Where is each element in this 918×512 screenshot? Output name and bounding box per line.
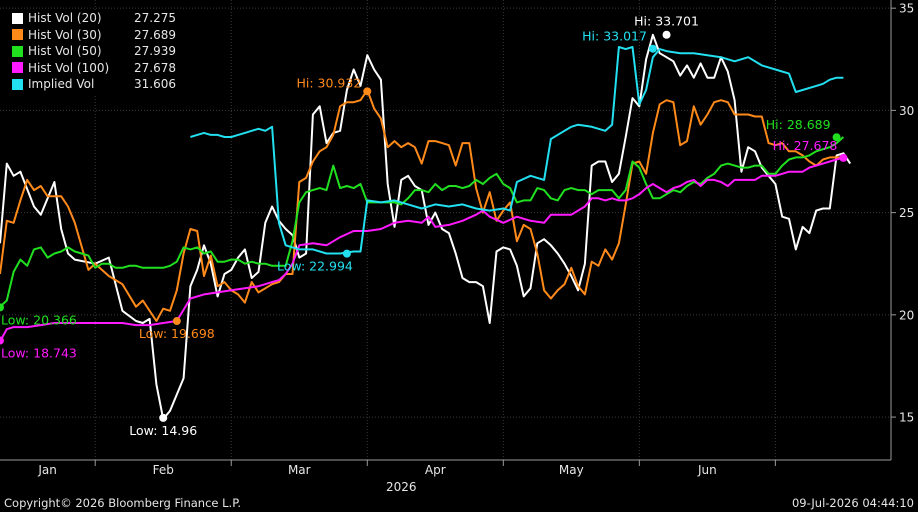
x-tick-label: May [559, 463, 584, 477]
legend-item: Hist Vol (50) 27.939 [12, 43, 176, 60]
legend-series-name: Hist Vol (50) [28, 44, 102, 58]
legend-swatch [12, 45, 23, 57]
x-tick-label: Jan [37, 463, 57, 477]
annotation-label: Hi: 33.701 [634, 14, 699, 29]
annotation-marker [0, 303, 4, 312]
y-tick-label: 15 [899, 411, 914, 425]
legend-series-value: 27.275 [134, 11, 176, 25]
legend-series-value: 31.606 [134, 77, 176, 91]
annotation-label: Hi: 28.689 [766, 117, 831, 132]
annotation-marker [0, 336, 4, 345]
legend-series-name: Hist Vol (30) [28, 27, 102, 42]
y-tick-label: 25 [899, 206, 914, 220]
legend-swatch [12, 62, 23, 74]
annotation-label: Hi: 30.932 [296, 75, 361, 90]
y-tick-label: 20 [899, 308, 914, 322]
legend-item: Implied Vol 31.606 [12, 76, 176, 93]
legend-swatch [12, 78, 23, 90]
annotation-marker [648, 44, 657, 53]
y-tick-label: 35 [899, 2, 914, 16]
annotation-label: Low: 18.743 [1, 346, 77, 361]
x-tick-label: Jun [697, 463, 717, 477]
series-line [0, 33, 852, 421]
legend-item: Hist Vol (20) 27.275 [12, 10, 176, 27]
legend-swatch [12, 29, 23, 41]
x-tick-label: Feb [153, 463, 174, 477]
annotation-label: Hi: 27.678 [773, 138, 838, 153]
series-line [0, 136, 845, 308]
annotation-marker [342, 249, 351, 258]
series-line [0, 89, 844, 322]
annotation-label: Low: 14.96 [129, 423, 197, 438]
annotation-marker [172, 317, 181, 326]
legend-item: Hist Vol (30) 27.689 [12, 27, 176, 44]
legend-swatch [12, 12, 23, 24]
annotation-marker [363, 87, 372, 96]
timestamp-text: 09-Jul-2026 04:44:10 [791, 496, 914, 510]
legend-series-name: Implied Vol [28, 77, 95, 91]
annotation-marker [839, 153, 848, 162]
x-tick-label: Apr [425, 463, 446, 477]
annotation-marker [159, 413, 168, 422]
x-tick-label: Mar [288, 463, 311, 477]
annotation-label: Low: 19.698 [139, 326, 215, 341]
annotation-label: Low: 22.994 [277, 259, 353, 274]
series-line [0, 156, 844, 342]
legend-series-value: 27.939 [134, 44, 176, 58]
y-tick-label: 30 [899, 104, 914, 118]
copyright-text: Copyright© 2026 Bloomberg Finance L.P. [4, 496, 241, 510]
annotation-label: Hi: 33.017 [582, 29, 647, 44]
annotation-label: Low: 20.366 [1, 312, 77, 327]
series-line [190, 46, 844, 255]
chart-legend: Hist Vol (20) 27.275 Hist Vol (30) 27.68… [8, 10, 180, 95]
x-axis-label: 2026 [386, 480, 417, 494]
annotation-marker [832, 133, 841, 142]
legend-series-name: Hist Vol (100) [28, 60, 110, 75]
annotation-marker [662, 30, 671, 39]
legend-series-value: 27.678 [134, 60, 176, 75]
legend-item: Hist Vol (100) 27.678 [12, 60, 176, 77]
legend-series-value: 27.689 [134, 27, 176, 42]
legend-series-name: Hist Vol (20) [28, 11, 102, 25]
